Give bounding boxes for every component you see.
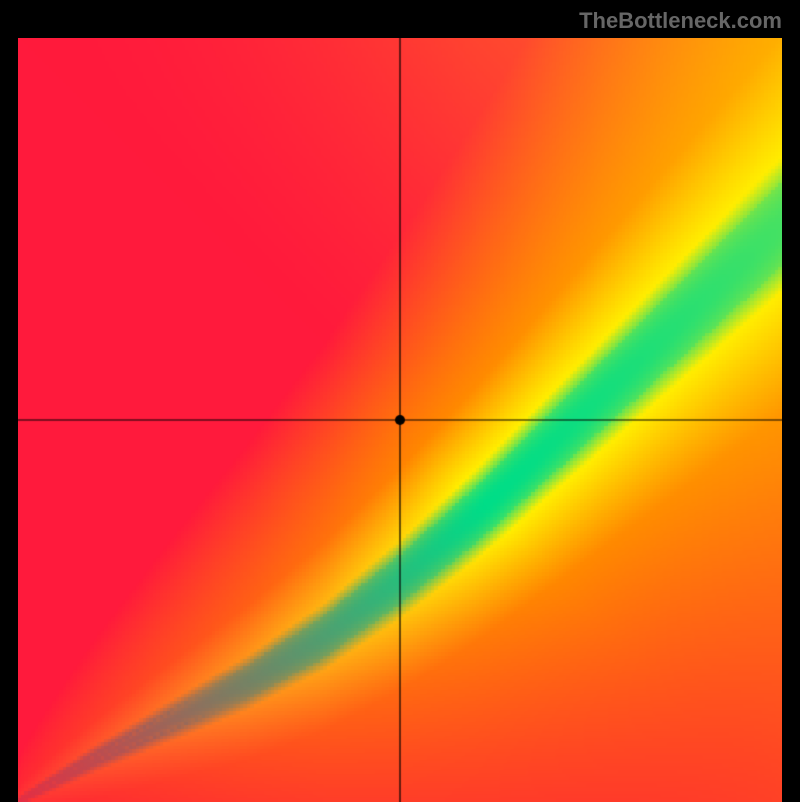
heatmap-plot bbox=[18, 38, 782, 802]
watermark-text: TheBottleneck.com bbox=[579, 8, 782, 34]
